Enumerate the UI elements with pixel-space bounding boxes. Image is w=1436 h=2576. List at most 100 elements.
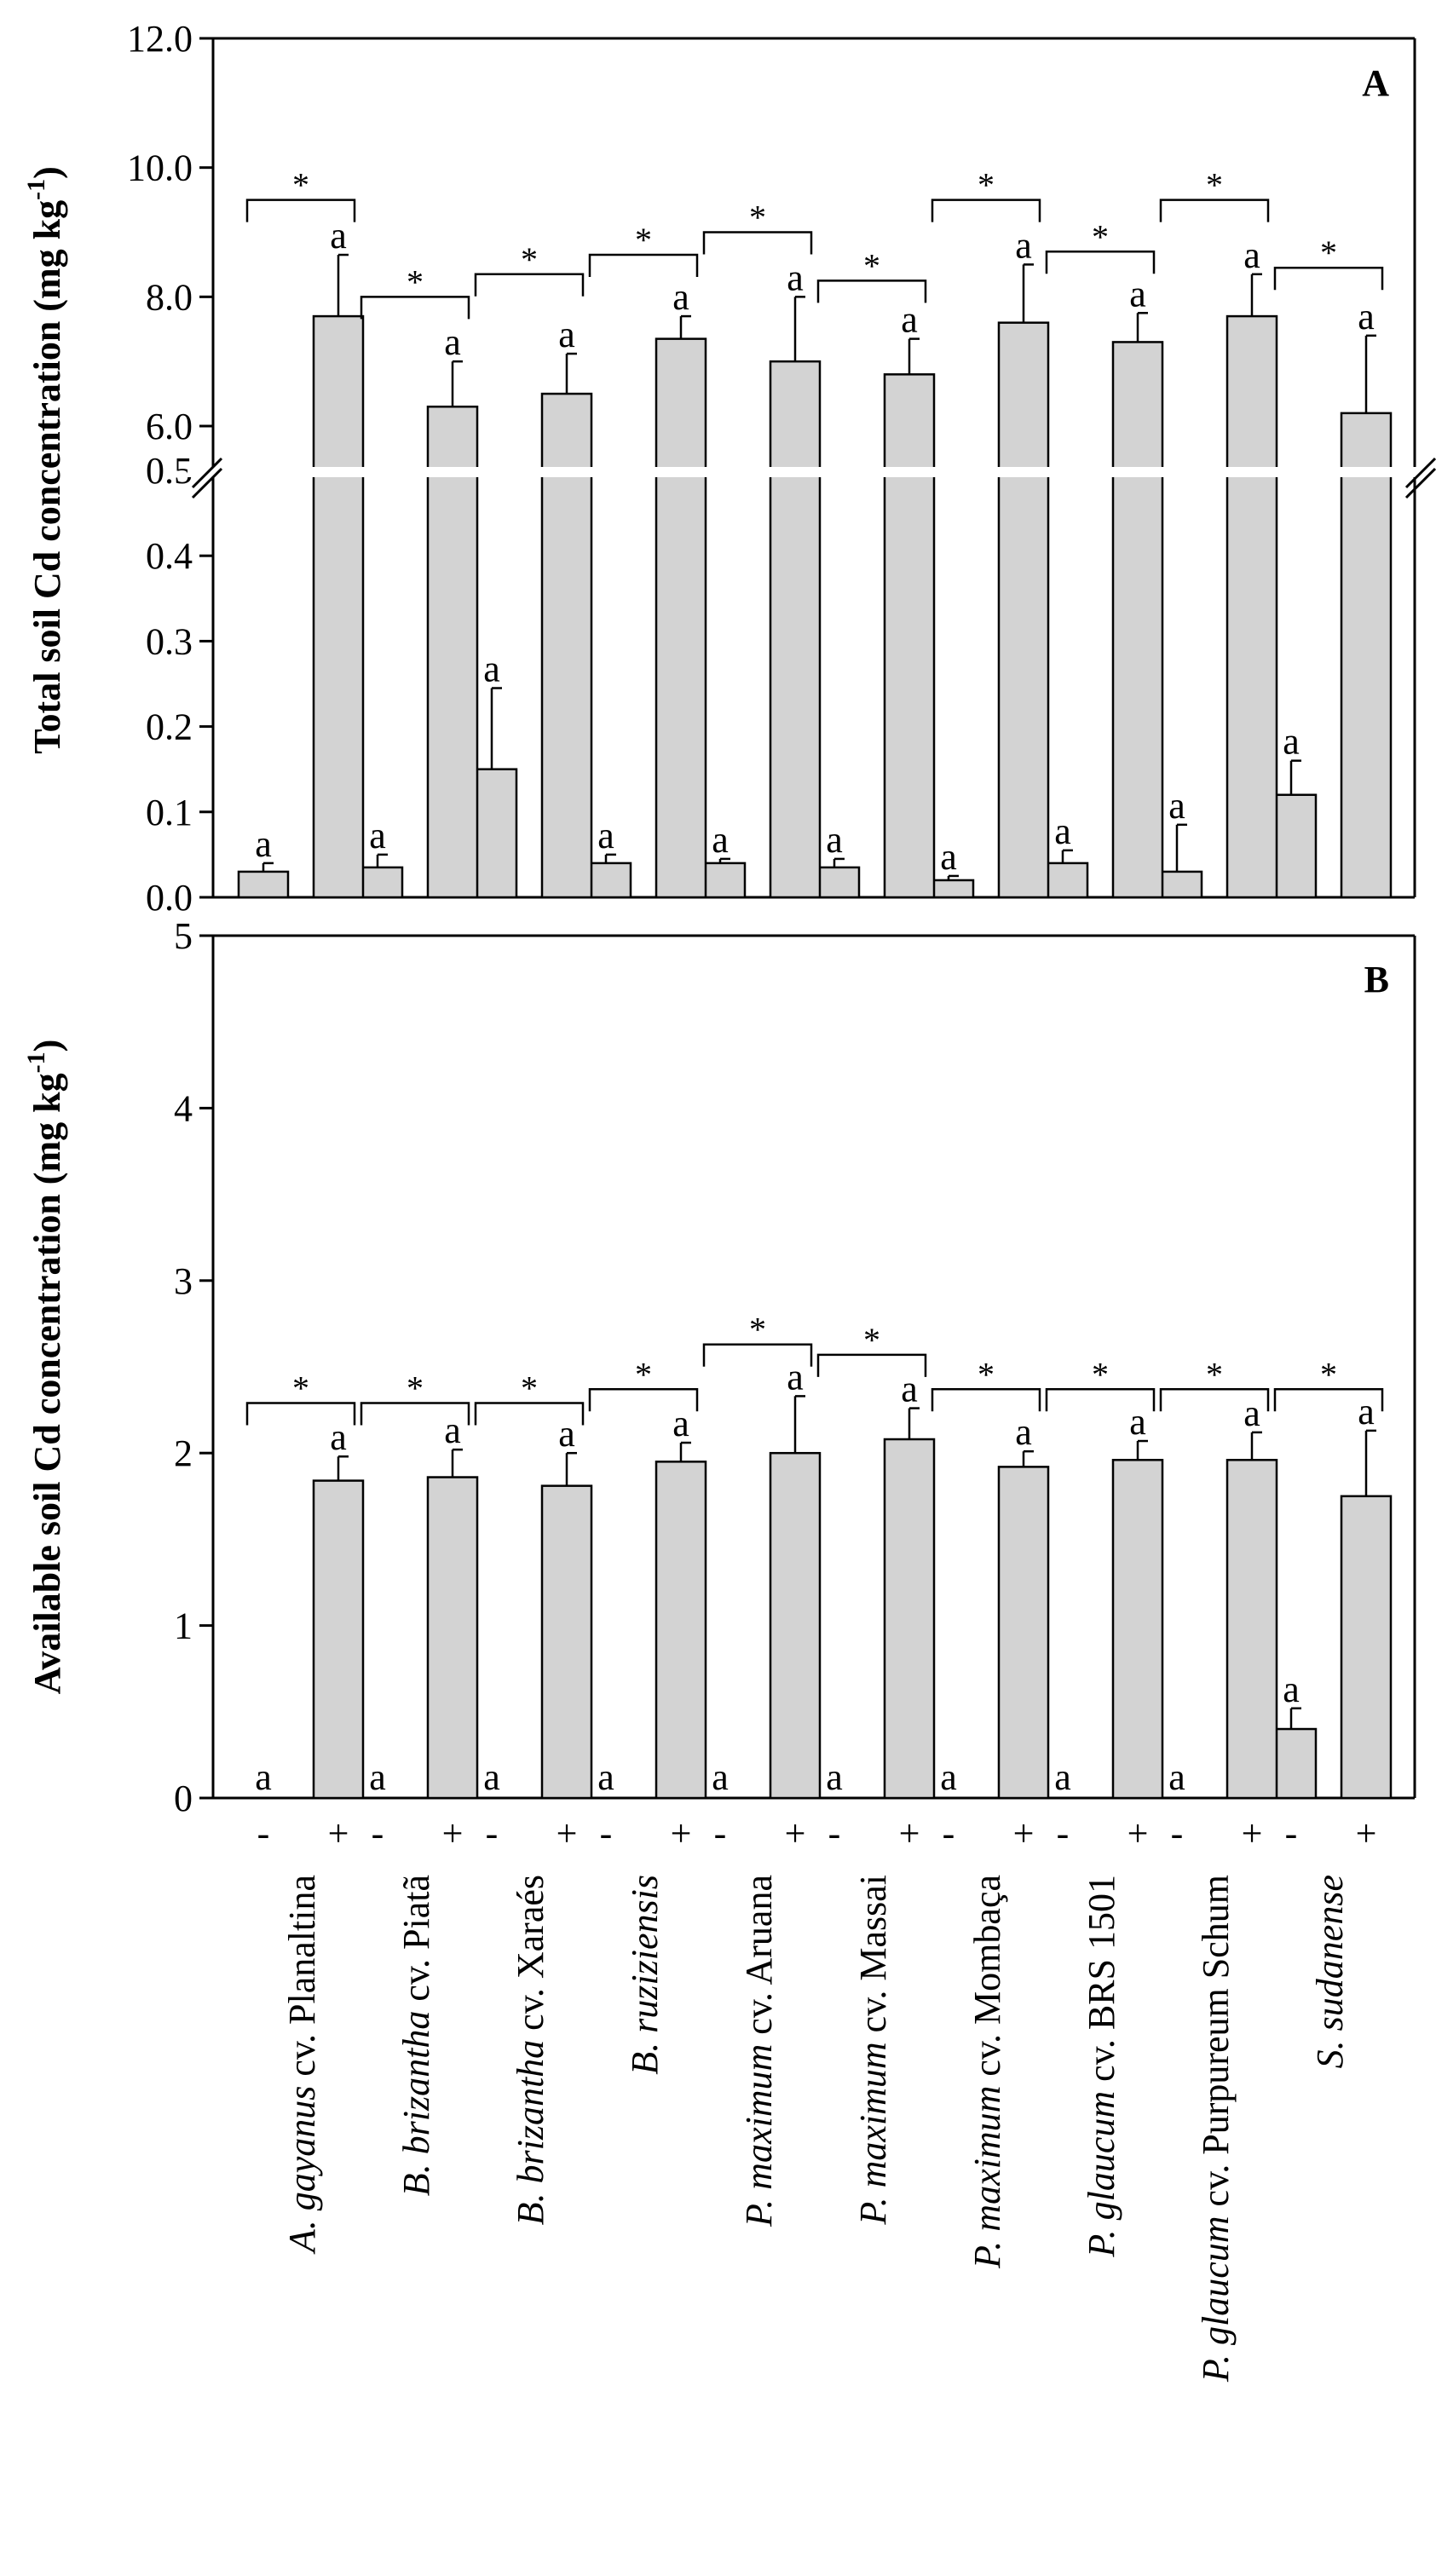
- significance-star: *: [749, 1311, 766, 1349]
- axis-break-mark-left: [191, 467, 223, 499]
- significance-star: *: [1320, 233, 1337, 272]
- significance-letter: a: [712, 819, 729, 861]
- axis-break-mark-right: [1404, 457, 1436, 489]
- bar-a-plus: [426, 406, 479, 899]
- significance-letter: a: [826, 1756, 843, 1798]
- bar-b-plus: [426, 1476, 479, 1800]
- category-label: S. sudanense: [1309, 1875, 1351, 2068]
- significance-star: *: [863, 1321, 880, 1359]
- significance-letter: a: [255, 823, 272, 865]
- y-tick-label: 1: [174, 1605, 193, 1647]
- significance-letter: a: [255, 1756, 272, 1798]
- x-axis-labels: - +A. gayanus cv. Planaltina- +B. brizanth…: [257, 1812, 1377, 2383]
- axis-break-mark-right: [1404, 467, 1436, 499]
- significance-letter: a: [597, 815, 614, 856]
- significance-letter: a: [369, 1756, 386, 1798]
- y-tick-label: 0.1: [146, 792, 193, 833]
- significance-bracket: [474, 1402, 585, 1426]
- treatment-minus-label: -: [1285, 1812, 1298, 1854]
- bar-b-plus: [769, 1451, 822, 1800]
- treatment-plus-label: +: [899, 1812, 920, 1854]
- significance-bracket: [816, 1353, 927, 1377]
- treatment-plus-label: +: [1127, 1812, 1149, 1854]
- bar-a-plus: [883, 373, 936, 899]
- bar-a-plus: [769, 360, 822, 899]
- significance-letter: a: [558, 1413, 575, 1455]
- significance-letter: a: [672, 1403, 689, 1444]
- y-tick-label: 10.0: [127, 147, 193, 189]
- significance-bracket: [588, 1388, 699, 1412]
- bar-b-plus: [1340, 1495, 1393, 1800]
- y-tick-label: 4: [174, 1087, 193, 1129]
- significance-bracket: [588, 253, 699, 278]
- significance-letter: a: [1283, 1668, 1300, 1710]
- significance-letter: a: [1358, 296, 1375, 337]
- treatment-minus-label: -: [943, 1812, 955, 1854]
- treatment-plus-label: +: [328, 1812, 349, 1854]
- bar-b-plus: [883, 1438, 936, 1800]
- y-tick-label: 3: [174, 1260, 193, 1302]
- significance-star: *: [292, 1369, 309, 1408]
- significance-star: *: [407, 1369, 424, 1408]
- significance-letter: a: [1015, 224, 1032, 266]
- significance-star: *: [1320, 1355, 1337, 1393]
- significance-star: *: [521, 1369, 538, 1408]
- panel-letter-b: B: [1364, 959, 1389, 1000]
- significance-letter: a: [712, 1756, 729, 1798]
- bar-a-plus: [655, 337, 707, 899]
- significance-letter: a: [369, 815, 386, 856]
- significance-letter: a: [826, 819, 843, 861]
- bar-a-plus: [312, 314, 365, 899]
- bar-a-plus: [540, 392, 593, 899]
- significance-letter: a: [1283, 721, 1300, 763]
- treatment-plus-label: +: [785, 1812, 806, 1854]
- significance-star: *: [1092, 1355, 1109, 1393]
- treatment-minus-label: -: [257, 1812, 270, 1854]
- significance-letter: a: [1168, 785, 1185, 827]
- y-tick-label: 0: [174, 1778, 193, 1819]
- treatment-minus-label: -: [1171, 1812, 1184, 1854]
- treatment-minus-label: -: [828, 1812, 841, 1854]
- treatment-minus-label: -: [1057, 1812, 1070, 1854]
- significance-bracket: [1273, 266, 1384, 291]
- bar-a-plus: [997, 321, 1050, 899]
- panel-a: 6.0 8.0 10.0 12.0 0.0 0.1 0.2 0.3 0.4 0.5 a a a a a a a a…: [22, 18, 1436, 919]
- category-label: P. maximum cv. Mombaça: [966, 1875, 1008, 2269]
- panel-b: 0 1 2 3 4 5 a a a a a a a a a a a a a a a a a a a a * * * * * * * * * * B Ava…: [22, 915, 1416, 1819]
- significance-bracket: [931, 199, 1041, 222]
- axis-break-mark-left: [191, 457, 223, 489]
- significance-star: *: [978, 1355, 995, 1393]
- significance-letter: a: [787, 256, 804, 298]
- treatment-plus-label: +: [1356, 1812, 1377, 1854]
- significance-letter: a: [1129, 273, 1146, 314]
- significance-star: *: [1092, 217, 1109, 256]
- significance-letter: a: [1054, 810, 1071, 852]
- significance-bracket: [474, 273, 585, 297]
- y-tick-label: 2: [174, 1432, 193, 1474]
- significance-star: *: [863, 246, 880, 285]
- significance-letter: a: [1015, 1411, 1032, 1453]
- treatment-minus-label: -: [600, 1812, 613, 1854]
- significance-star: *: [407, 262, 424, 301]
- bar-b-plus: [312, 1479, 365, 1800]
- significance-bracket: [931, 1388, 1041, 1412]
- treatment-plus-label: +: [1242, 1812, 1263, 1854]
- significance-letter: a: [940, 836, 957, 878]
- bar-a-plus: [1340, 412, 1393, 899]
- bar-a-minus: [237, 870, 290, 899]
- treatment-plus-label: +: [671, 1812, 692, 1854]
- significance-letter: a: [787, 1356, 804, 1397]
- y-tick-label: 12.0: [127, 18, 193, 60]
- category-label: A. gayanus cv. Planaltina: [281, 1875, 323, 2255]
- significance-star: *: [978, 166, 995, 205]
- significance-bracket: [1159, 199, 1270, 222]
- significance-star: *: [1206, 1355, 1223, 1393]
- significance-letter: a: [483, 1756, 500, 1798]
- significance-star: *: [1206, 166, 1223, 205]
- y-tick-label: 5: [174, 915, 193, 957]
- category-label: P. maximum cv. Aruana: [738, 1875, 780, 2227]
- bar-b-plus: [997, 1466, 1050, 1800]
- significance-bracket: [1045, 1388, 1156, 1412]
- category-label: B. brizantha cv. Xaraés: [510, 1875, 551, 2225]
